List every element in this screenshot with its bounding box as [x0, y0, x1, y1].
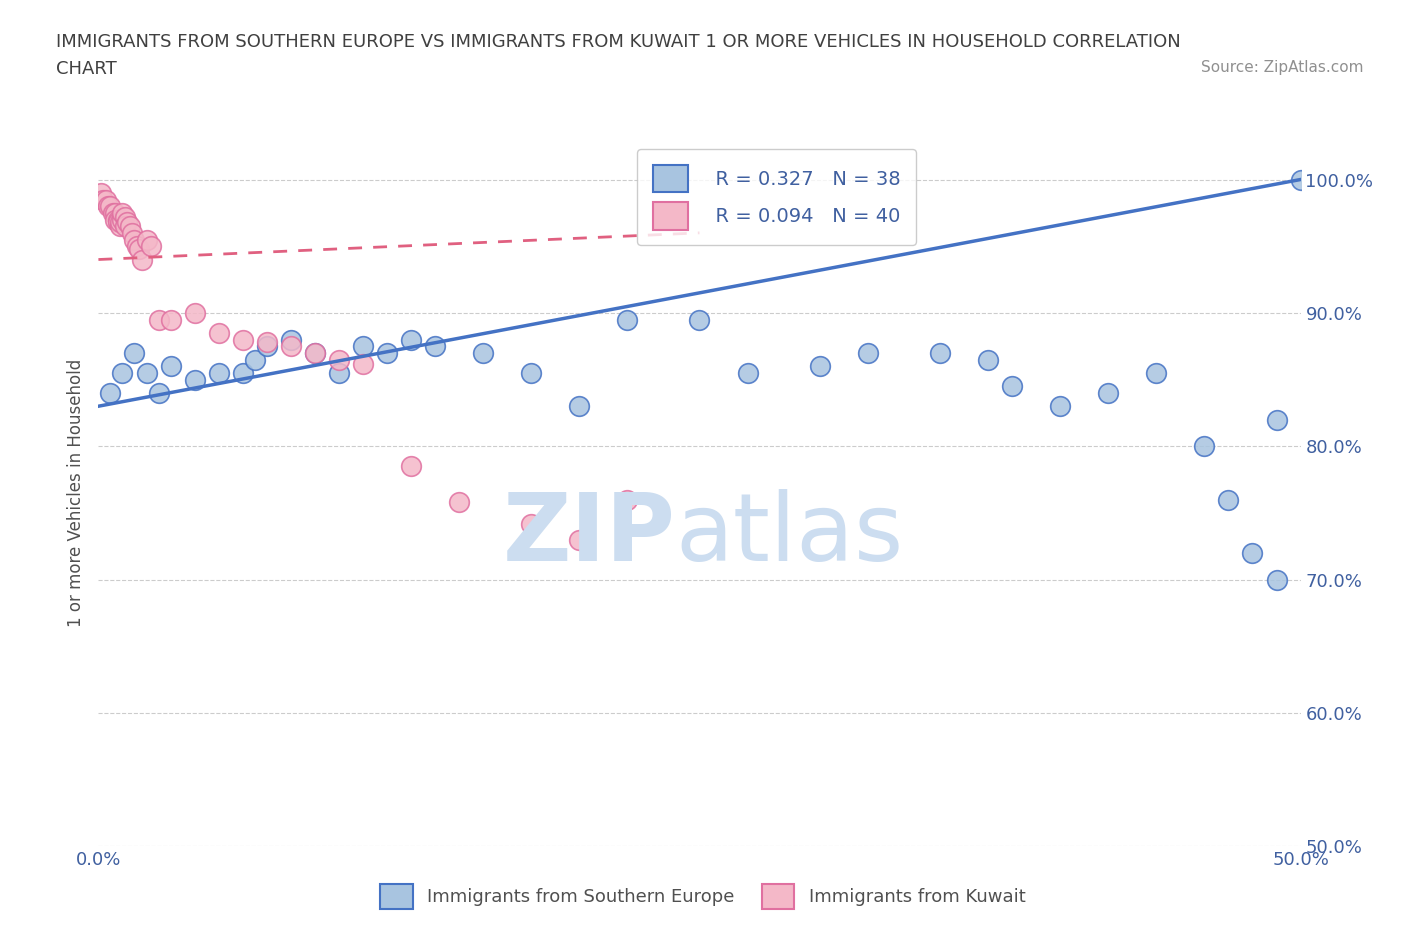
Point	[304, 345, 326, 360]
Point	[243, 352, 266, 367]
Point	[148, 312, 170, 327]
Point	[125, 239, 148, 254]
Point	[107, 212, 129, 227]
Text: CHART: CHART	[56, 60, 117, 78]
Point	[114, 219, 136, 233]
Point	[121, 225, 143, 240]
Point	[1001, 379, 1024, 393]
Point	[108, 215, 131, 230]
Point	[118, 219, 141, 233]
Text: ZIP: ZIP	[502, 489, 675, 581]
Point	[1241, 546, 1264, 561]
Legend:   R = 0.327   N = 38,   R = 0.094   N = 40: R = 0.327 N = 38, R = 0.094 N = 40	[637, 149, 917, 246]
Point	[159, 359, 181, 374]
Text: atlas: atlas	[675, 489, 904, 581]
Point	[107, 215, 129, 230]
Text: IMMIGRANTS FROM SOUTHERN EUROPE VS IMMIGRANTS FROM KUWAIT 1 OR MORE VEHICLES IN : IMMIGRANTS FROM SOUTHERN EUROPE VS IMMIG…	[56, 33, 1181, 50]
Point	[472, 345, 495, 360]
Point	[1049, 399, 1071, 414]
Point	[148, 385, 170, 400]
Point	[423, 339, 446, 353]
Point	[124, 345, 146, 360]
Point	[111, 212, 134, 227]
Point	[399, 458, 422, 473]
Point	[856, 345, 879, 360]
Point	[1144, 365, 1167, 380]
Point	[568, 399, 591, 414]
Point	[447, 495, 470, 510]
Point	[520, 365, 543, 380]
Point	[117, 215, 139, 230]
Legend: Immigrants from Southern Europe, Immigrants from Kuwait: Immigrants from Southern Europe, Immigra…	[373, 876, 1033, 916]
Point	[94, 193, 117, 207]
Point	[100, 199, 122, 214]
Point	[208, 365, 231, 380]
Point	[352, 339, 374, 353]
Point	[928, 345, 950, 360]
Point	[256, 335, 278, 350]
Point	[159, 312, 181, 327]
Point	[111, 206, 134, 220]
Point	[280, 339, 302, 353]
Point	[131, 252, 153, 267]
Point	[90, 185, 112, 200]
Point	[135, 232, 157, 247]
Point	[135, 365, 157, 380]
Point	[232, 332, 254, 347]
Point	[141, 239, 163, 254]
Point	[616, 492, 638, 507]
Point	[208, 326, 231, 340]
Point	[688, 312, 710, 327]
Point	[280, 332, 302, 347]
Point	[183, 305, 205, 320]
Point	[1289, 172, 1312, 187]
Text: Source: ZipAtlas.com: Source: ZipAtlas.com	[1201, 60, 1364, 75]
Point	[1218, 492, 1240, 507]
Point	[111, 365, 134, 380]
Point	[304, 345, 326, 360]
Point	[520, 516, 543, 531]
Point	[1194, 439, 1216, 454]
Point	[100, 385, 122, 400]
Point	[183, 372, 205, 387]
Point	[977, 352, 1000, 367]
Point	[232, 365, 254, 380]
Point	[101, 206, 124, 220]
Point	[91, 193, 114, 207]
Point	[97, 199, 120, 214]
Point	[1265, 412, 1288, 427]
Y-axis label: 1 or more Vehicles in Household: 1 or more Vehicles in Household	[66, 359, 84, 627]
Point	[568, 532, 591, 547]
Point	[328, 365, 350, 380]
Point	[616, 312, 638, 327]
Point	[128, 242, 150, 257]
Point	[352, 356, 374, 371]
Point	[399, 332, 422, 347]
Point	[104, 212, 127, 227]
Point	[114, 209, 136, 224]
Point	[737, 365, 759, 380]
Point	[104, 206, 127, 220]
Point	[124, 232, 146, 247]
Point	[108, 219, 131, 233]
Point	[256, 339, 278, 353]
Point	[375, 345, 398, 360]
Point	[1265, 572, 1288, 587]
Point	[808, 359, 831, 374]
Point	[1097, 385, 1119, 400]
Point	[328, 352, 350, 367]
